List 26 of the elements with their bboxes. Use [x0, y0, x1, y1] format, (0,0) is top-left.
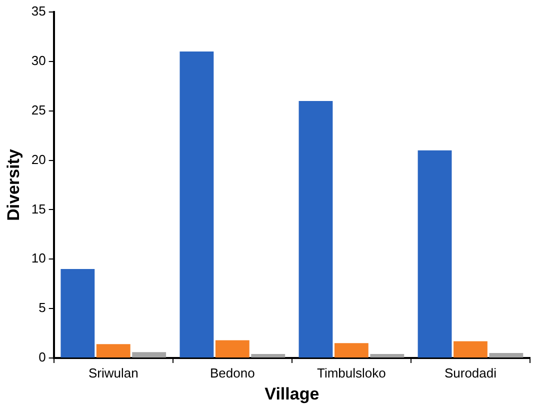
bar: [454, 341, 488, 358]
bar: [96, 344, 130, 358]
bar: [180, 52, 214, 358]
bar: [370, 354, 404, 358]
y-tick-label: 5: [38, 300, 46, 316]
bar: [251, 354, 286, 358]
y-tick-label: 25: [31, 102, 46, 118]
x-tick-label: Timbulsloko: [317, 365, 386, 380]
y-axis-title: Diversity: [4, 148, 23, 221]
bar: [418, 150, 452, 358]
bar: [215, 340, 250, 358]
bar: [298, 100, 333, 358]
y-tick-label: 35: [31, 4, 46, 19]
y-tick-label: 15: [31, 201, 46, 216]
y-tick-label: 20: [31, 152, 46, 167]
bar: [132, 352, 166, 358]
x-axis-title: Village: [264, 384, 320, 404]
bar: [60, 269, 95, 358]
x-tick-label: Sriwulan: [88, 365, 138, 380]
y-tick-label: 0: [38, 350, 46, 365]
y-tick-label: 30: [31, 53, 46, 68]
x-tick-label: Surodadi: [444, 365, 497, 380]
bar: [489, 353, 524, 358]
y-tick-label: 10: [31, 250, 46, 266]
x-tick-label: Bedono: [210, 365, 255, 380]
bar: [334, 343, 368, 358]
